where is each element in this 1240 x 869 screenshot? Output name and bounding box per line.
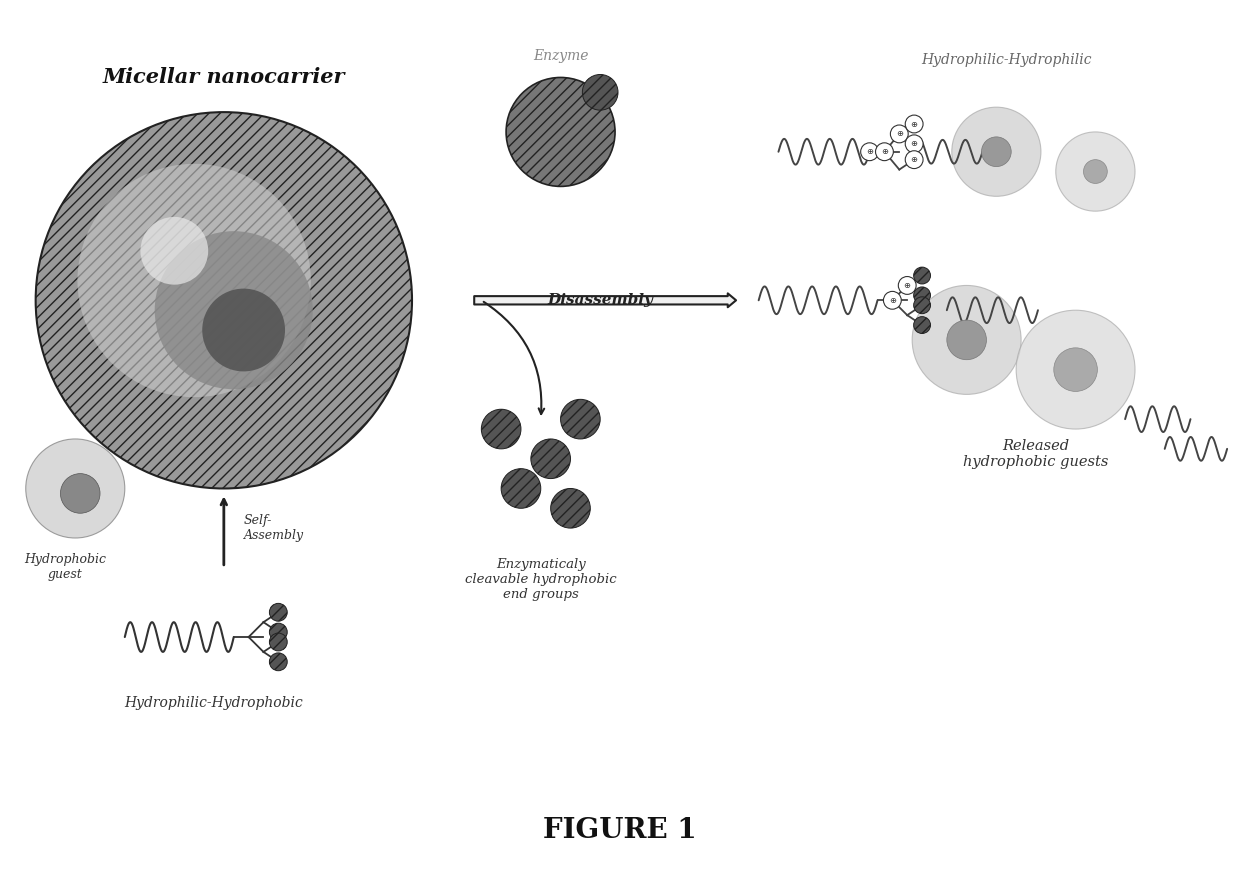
Circle shape (913, 285, 1021, 395)
Text: Released
hydrophobic guests: Released hydrophobic guests (963, 439, 1109, 469)
Circle shape (914, 316, 930, 334)
Circle shape (905, 135, 923, 153)
Circle shape (481, 409, 521, 449)
Text: Enzyme: Enzyme (533, 49, 588, 63)
Circle shape (77, 164, 311, 397)
Circle shape (952, 107, 1040, 196)
Circle shape (583, 75, 618, 110)
Circle shape (914, 287, 930, 304)
Text: ⊕: ⊕ (910, 156, 918, 164)
Text: Hydrophilic-Hydrophilic: Hydrophilic-Hydrophilic (921, 53, 1091, 67)
Circle shape (1084, 160, 1107, 183)
Circle shape (501, 468, 541, 508)
Text: FIGURE 1: FIGURE 1 (543, 817, 697, 844)
Circle shape (269, 603, 288, 621)
Text: ⊕: ⊕ (910, 120, 918, 129)
Circle shape (914, 297, 930, 314)
Text: ⊕: ⊕ (904, 281, 910, 290)
Circle shape (202, 289, 285, 371)
Circle shape (1016, 310, 1135, 429)
Circle shape (61, 474, 100, 514)
Circle shape (506, 77, 615, 187)
Text: Micellar nanocarrier: Micellar nanocarrier (103, 68, 345, 88)
Circle shape (155, 231, 312, 389)
Text: Disassembly: Disassembly (547, 294, 653, 308)
Circle shape (898, 276, 916, 295)
Circle shape (1054, 348, 1097, 391)
Text: ⊕: ⊕ (889, 295, 895, 305)
Circle shape (947, 320, 987, 360)
Text: ⊕: ⊕ (910, 139, 918, 149)
Circle shape (861, 143, 878, 161)
Circle shape (531, 439, 570, 479)
Circle shape (875, 143, 893, 161)
FancyArrowPatch shape (474, 294, 737, 308)
Circle shape (883, 291, 901, 309)
Text: Hydrophilic-Hydrophobic: Hydrophilic-Hydrophobic (124, 696, 304, 711)
Circle shape (269, 634, 288, 651)
Text: Self-
Assembly: Self- Assembly (243, 514, 304, 542)
Text: ⊕: ⊕ (895, 129, 903, 138)
Circle shape (269, 653, 288, 671)
Text: ⊕: ⊕ (880, 147, 888, 156)
Text: ⊕: ⊕ (866, 147, 873, 156)
Circle shape (140, 217, 208, 285)
Circle shape (1055, 132, 1135, 211)
Text: Enzymaticaly
cleavable hydrophobic
end groups: Enzymaticaly cleavable hydrophobic end g… (465, 558, 616, 600)
Circle shape (36, 112, 412, 488)
Circle shape (26, 439, 125, 538)
Circle shape (982, 137, 1011, 167)
Circle shape (914, 267, 930, 284)
Text: Hydrophobic
guest: Hydrophobic guest (25, 553, 107, 580)
Circle shape (905, 115, 923, 133)
Circle shape (269, 623, 288, 641)
Circle shape (905, 150, 923, 169)
Circle shape (551, 488, 590, 528)
Circle shape (560, 400, 600, 439)
Circle shape (890, 125, 908, 143)
